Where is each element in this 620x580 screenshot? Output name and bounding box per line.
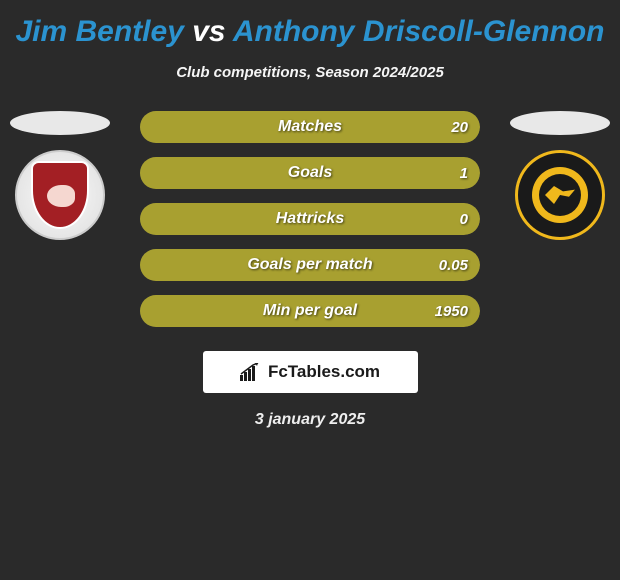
- stats-list: Matches20 Goals1 Hattricks0 Goals per match…: [140, 111, 480, 327]
- stat-value-right: 1950: [423, 295, 480, 327]
- player1-silhouette: [10, 111, 110, 135]
- stat-value-left: [140, 203, 164, 235]
- morecambe-shield: [31, 161, 89, 229]
- player1-column: [0, 111, 120, 240]
- branding-badge: FcTables.com: [203, 351, 418, 393]
- player1-name: Jim Bentley: [15, 15, 183, 48]
- newport-emblem: [545, 186, 575, 204]
- stat-value-left: [140, 249, 164, 281]
- player2-silhouette: [510, 111, 610, 135]
- stat-label: Matches: [140, 111, 480, 143]
- stat-row: Hattricks0: [140, 203, 480, 235]
- stat-value-left: [140, 157, 164, 189]
- shrimp-icon: [47, 185, 75, 207]
- stat-label: Hattricks: [140, 203, 480, 235]
- player2-name: Anthony Driscoll-Glennon: [233, 15, 605, 48]
- comparison-card: Jim Bentley vs Anthony Driscoll-Glennon …: [0, 0, 620, 439]
- page-title: Jim Bentley vs Anthony Driscoll-Glennon: [0, 15, 620, 49]
- vs-label: vs: [192, 15, 225, 48]
- newport-center: [539, 174, 581, 216]
- player1-crest: [15, 150, 105, 240]
- stat-value-right: 0.05: [427, 249, 480, 281]
- fctables-logo-icon: [240, 363, 262, 381]
- stat-row: Goals per match0.05: [140, 249, 480, 281]
- player2-crest: [515, 150, 605, 240]
- date-label: 3 january 2025: [0, 411, 620, 429]
- stat-row: Matches20: [140, 111, 480, 143]
- stat-value-left: [140, 111, 164, 143]
- player2-column: [500, 111, 620, 240]
- stat-value-right: 1: [448, 157, 480, 189]
- stat-label: Goals: [140, 157, 480, 189]
- newport-ring: [532, 167, 588, 223]
- stat-row: Min per goal1950: [140, 295, 480, 327]
- subtitle: Club competitions, Season 2024/2025: [0, 64, 620, 81]
- stat-value-right: 20: [439, 111, 480, 143]
- branding-text: FcTables.com: [268, 362, 380, 382]
- stat-value-right: 0: [448, 203, 480, 235]
- comparison-area: Matches20 Goals1 Hattricks0 Goals per match…: [0, 111, 620, 331]
- stat-value-left: [140, 295, 164, 327]
- stat-row: Goals1: [140, 157, 480, 189]
